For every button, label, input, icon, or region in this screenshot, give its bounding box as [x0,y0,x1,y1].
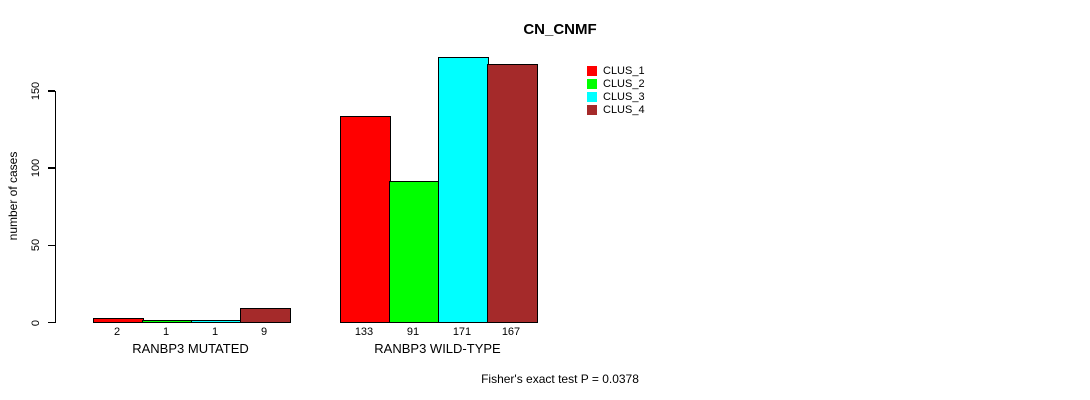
category-label: RANBP3 MUTATED [132,341,249,356]
bar-value-label: 9 [260,326,268,338]
y-axis-tick [47,90,55,92]
bar-value-label: 91 [406,326,420,338]
bar-clus_1-group1 [92,318,144,324]
bar-value-label: 171 [452,326,472,338]
legend-swatch-clus_2 [587,78,597,89]
bar-clus_4-group1 [239,307,291,324]
bar-clus_3-group2 [437,57,489,324]
bar-value-label: 133 [354,326,374,338]
bar-value-label: 167 [501,326,521,338]
y-tick-label: 150 [30,81,42,100]
bar-clus_4-group2 [486,63,538,324]
y-tick-label: 50 [30,239,42,252]
bar-clus_1-group2 [339,116,391,324]
y-tick-label: 0 [30,319,42,326]
category-label: RANBP3 WILD-TYPE [374,341,501,356]
annotation-text: Fisher's exact test P = 0.0378 [481,372,639,386]
bar-value-label: 1 [162,326,170,338]
legend-swatch-clus_4 [587,104,597,115]
legend-label: CLUS_3 [603,90,645,103]
legend-label: CLUS_4 [603,103,645,116]
y-tick-label: 100 [30,158,42,178]
legend-swatch-clus_1 [587,66,597,76]
chart-title: CN_CNMF [523,21,597,38]
legend-swatch-clus_3 [587,91,597,102]
y-axis-line [54,90,56,324]
bar-clus_2-group1 [141,319,193,324]
y-axis-tick [47,244,55,246]
bar-clus_2-group2 [388,180,440,324]
bar-clus_3-group1 [190,319,242,324]
bar-value-label: 2 [113,326,121,338]
y-axis-tick [47,321,55,324]
bar-value-label: 1 [211,326,219,338]
legend-label: CLUS_1 [603,65,645,77]
legend-label: CLUS_2 [603,77,645,90]
y-axis-tick [47,167,55,169]
y-axis-label: number of cases [6,151,20,241]
